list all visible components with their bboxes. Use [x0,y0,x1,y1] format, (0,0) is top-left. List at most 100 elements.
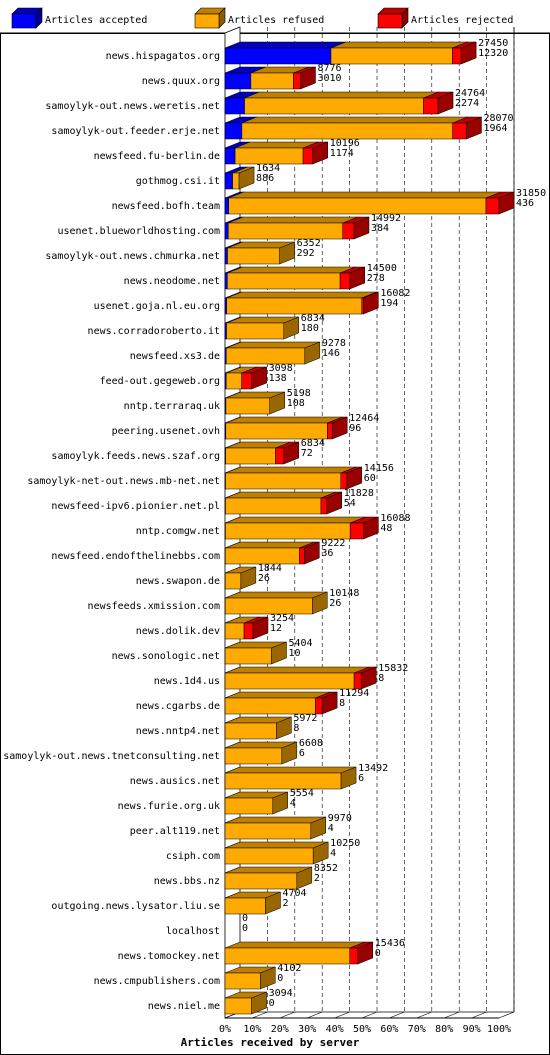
server-label: samoylyk-net-out.news.mb-net.net [27,476,220,487]
server-label: localhost [166,926,220,937]
value-label-rejected: 436 [516,198,534,209]
bar-row-news-quux-org [224,66,316,90]
x-tick-label: 10% [243,1024,261,1035]
x-ticks: 0% 10% 20% 30% 40% 50% 60% 70% 80% 90% 100% [219,1024,511,1035]
value-label-rejected: 108 [287,398,305,409]
bar-refused-top [224,666,370,674]
bar-refused [225,372,242,390]
grid-floor-line [334,1011,350,1019]
bar-refused [228,197,487,215]
bar-row-samoylyk-out-news-tnetconsulting-net [224,741,298,765]
grid-floor-line [361,1011,378,1019]
grid-floor-line [252,1011,268,1019]
bar-refused-top [225,516,366,524]
value-label-rejected: 1964 [483,123,507,134]
value-label-total: 14992 [371,213,401,224]
server-label: feed-out.gegeweb.org [100,376,220,387]
value-label-rejected: 886 [256,173,274,184]
value-label-total: 1634 [256,163,280,174]
bar-rejected [423,97,439,115]
server-label: news.cmpublishers.com [94,976,220,987]
value-label-rejected: 8 [378,673,384,684]
bar-side [251,366,267,390]
server-label: usenet.goja.nl.eu.org [94,301,220,312]
bar-row-outgoing-news-lysator-liu-se [224,891,281,915]
bar-refused-top [224,691,331,699]
value-label-total: 13492 [358,763,388,774]
value-label-total: 8352 [314,863,338,874]
bar-side [271,641,287,665]
bar-refused-top [224,841,329,849]
server-label: news.nntp4.net [136,726,220,737]
value-label-total: 11294 [339,688,369,699]
value-label-total: 15832 [378,663,408,674]
bar-refused [225,397,270,415]
bar-refused [224,672,355,690]
server-label: news.hispagatos.org [106,51,220,62]
server-label: news.corradoroberto.it [88,326,220,337]
value-label-rejected: 3010 [317,73,341,84]
bar-refused [224,997,252,1015]
bar-row-newsfeed-ipv6-pionier-net-pl [224,491,343,515]
bar-refused [224,947,350,965]
bar-side [312,591,328,615]
bar-side [238,166,255,190]
server-label: news.dolik.dev [136,626,220,637]
legend: Articles accepted Articles refused Article… [11,7,513,29]
value-label-total: 9222 [321,538,345,549]
bar-refused [227,247,280,265]
value-label-rejected: 0 [269,998,275,1009]
bar-row-samoylyk-out-news-chmurka-net [224,241,295,265]
bar-refused-top [225,591,328,599]
bar-side [437,91,454,115]
bars [224,41,515,1015]
bar-row-samoylyk-feeds-news-szaf-org [224,441,300,465]
bar-rejected [275,447,285,465]
server-label: samoylyk-out.news.weretis.net [45,101,220,112]
server-label: news.bbs.nz [154,876,220,887]
bar-rejected [302,147,313,165]
value-label-total: 14500 [367,263,397,274]
value-label-total: 27450 [478,38,508,49]
bar-side [265,891,281,915]
bar-rejected [452,47,462,65]
bar-row-usenet-blueworldhosting-com [224,216,370,240]
bar-row-news-neodome-net [224,266,365,290]
bar-side [296,866,313,890]
x-tick-label: 70% [408,1024,426,1035]
value-label-rejected: 26 [258,573,270,584]
bar-refused-top [228,216,358,224]
value-label-rejected: 10 [288,648,300,659]
value-label-rejected: 4 [330,848,336,859]
server-label: peer.alt119.net [130,826,220,837]
value-label-total: 6834 [301,438,325,449]
bar-accepted [224,172,233,190]
value-label-total: 0 [242,913,248,924]
value-label-rejected: 54 [344,498,356,509]
bar-refused [225,447,276,465]
x-axis-label: Articles received by server [181,1036,360,1049]
value-label-rejected: 60 [364,473,376,484]
bar-refused-top [225,416,343,424]
bar-side [331,416,348,440]
server-label: samoylyk-out.news.chmurka.net [45,251,220,262]
x-tick-label: 30% [298,1024,316,1035]
bar-accepted-top [224,41,347,49]
bar-side [363,291,379,315]
bar-side [312,141,328,165]
bar-row-feed-out-gegeweb-org [224,366,267,390]
bar-refused [226,297,362,315]
bar-rejected [299,547,305,565]
server-label: newsfeed.bofh.team [112,201,220,212]
value-label-total: 9970 [328,813,352,824]
server-label: news.swapon.de [136,576,220,587]
value-label-rejected: 96 [349,423,361,434]
value-label-total: 1844 [258,563,282,574]
bar-refused [224,722,277,740]
bar-accepted [224,297,227,315]
server-label: usenet.blueworldhosting.com [57,226,220,237]
bar-row-newsfeed-endofthelinebbs-com [224,541,320,565]
grid-floor-line [279,1011,295,1019]
bar-side [360,666,377,690]
value-label-rejected: 12320 [478,48,508,59]
